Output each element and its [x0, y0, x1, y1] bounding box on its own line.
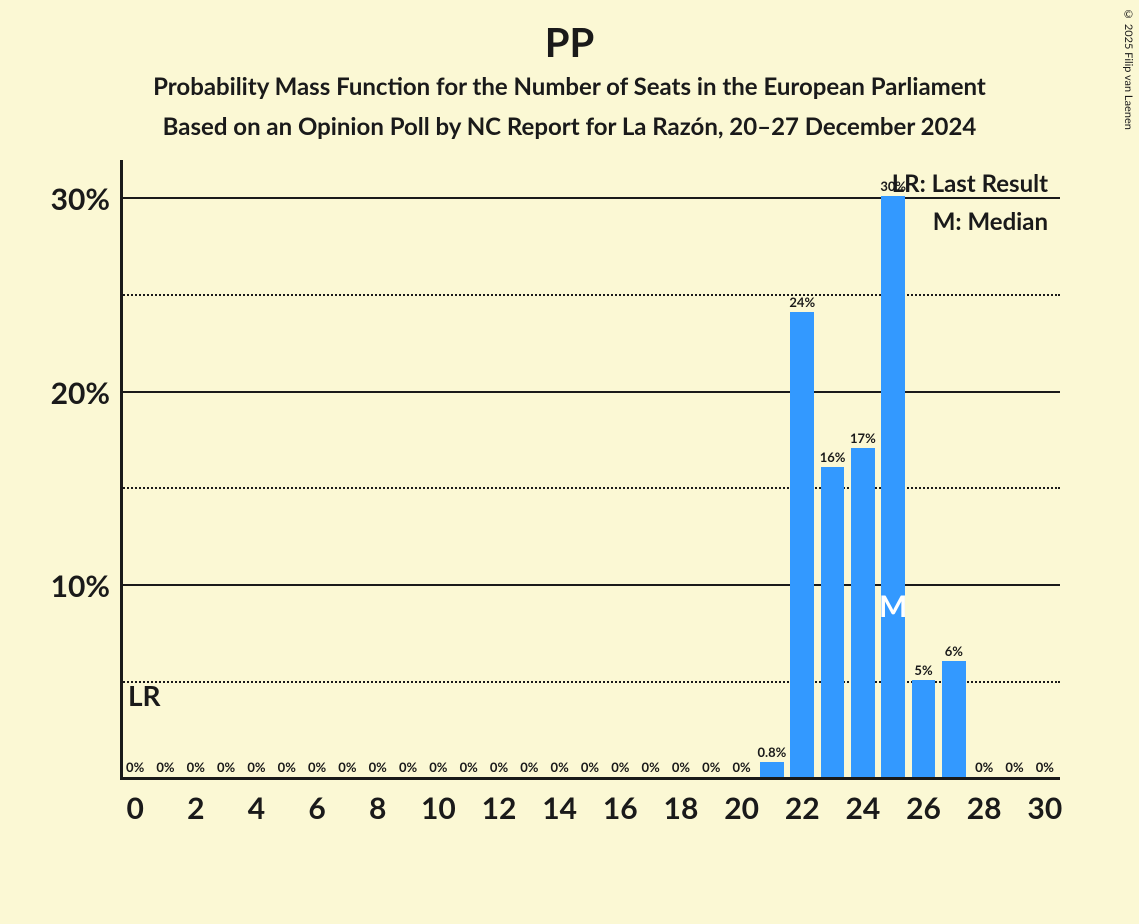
- bar-value-label: 17%: [850, 430, 876, 446]
- x-tick-label: 14: [542, 790, 577, 826]
- x-tick-label: 10: [421, 790, 456, 826]
- bar-value-label: 0%: [490, 759, 508, 775]
- bar-value-label: 0%: [581, 759, 599, 775]
- copyright-text: © 2025 Filip van Laenen: [1122, 8, 1135, 130]
- bar-value-label: 0%: [369, 759, 387, 775]
- x-tick-label: 8: [369, 790, 386, 826]
- bar-value-label: 24%: [789, 294, 815, 310]
- bar-value-label: 0.8%: [758, 744, 787, 760]
- x-tick-label: 12: [482, 790, 517, 826]
- bar-value-label: 0%: [278, 759, 296, 775]
- bar-value-label: 0%: [399, 759, 417, 775]
- bar-value-label: 0%: [975, 759, 993, 775]
- bar: 6%: [942, 661, 966, 777]
- bar: 0.8%: [760, 762, 784, 778]
- x-tick-label: 6: [308, 790, 325, 826]
- x-tick-label: 16: [603, 790, 638, 826]
- y-tick-label: 30%: [51, 181, 110, 217]
- bar-value-label: 0%: [1005, 759, 1023, 775]
- bar-value-label: 0%: [308, 759, 326, 775]
- bar-value-label: 0%: [520, 759, 538, 775]
- legend: LR: Last ResultM: Median: [892, 165, 1048, 242]
- bar-value-label: 0%: [338, 759, 356, 775]
- x-tick-label: 18: [664, 790, 699, 826]
- legend-lr: LR: Last Result: [892, 165, 1048, 203]
- bar-value-label: 0%: [429, 759, 447, 775]
- x-tick-label: 2: [187, 790, 204, 826]
- bar-value-label: 0%: [126, 759, 144, 775]
- bar-value-label: 0%: [611, 759, 629, 775]
- x-tick-label: 28: [967, 790, 1002, 826]
- x-axis: [120, 777, 1060, 780]
- bar-value-label: 0%: [672, 759, 690, 775]
- chart-title: PP: [0, 18, 1139, 66]
- y-axis: [120, 160, 123, 780]
- chart-plot-area: 10%20%30%0246810121416182022242628300%0%…: [120, 160, 1060, 780]
- lr-marker: LR: [128, 678, 161, 712]
- x-tick-label: 30: [1027, 790, 1062, 826]
- x-tick-label: 0: [126, 790, 143, 826]
- x-tick-label: 24: [845, 790, 880, 826]
- chart-subtitle-2: Based on an Opinion Poll by NC Report fo…: [0, 112, 1139, 141]
- x-tick-label: 4: [248, 790, 265, 826]
- bar: 5%: [912, 680, 936, 777]
- legend-median: M: Median: [892, 203, 1048, 241]
- x-tick-label: 26: [906, 790, 941, 826]
- bar-value-label: 0%: [247, 759, 265, 775]
- bar-value-label: 0%: [732, 759, 750, 775]
- bar-value-label: 0%: [1036, 759, 1054, 775]
- bar-value-label: 5%: [914, 662, 932, 678]
- x-tick-label: 20: [724, 790, 759, 826]
- bar: 24%: [790, 312, 814, 777]
- gridline-minor: [120, 294, 1060, 296]
- gridline-minor: [120, 487, 1060, 489]
- chart-subtitle-1: Probability Mass Function for the Number…: [0, 72, 1139, 101]
- bar-value-label: 0%: [217, 759, 235, 775]
- bar-value-label: 0%: [551, 759, 569, 775]
- bar-value-label: 0%: [702, 759, 720, 775]
- bar: 17%: [851, 448, 875, 777]
- y-tick-label: 10%: [51, 568, 110, 604]
- median-marker: M: [879, 588, 907, 624]
- bar: 30%: [881, 196, 905, 777]
- gridline-major: [120, 391, 1060, 393]
- bar-value-label: 16%: [820, 449, 846, 465]
- bar-value-label: 6%: [945, 643, 963, 659]
- bar: 16%: [821, 467, 845, 777]
- bar-value-label: 0%: [187, 759, 205, 775]
- bar-value-label: 0%: [156, 759, 174, 775]
- bar-value-label: 0%: [460, 759, 478, 775]
- gridline-major: [120, 584, 1060, 586]
- bar-value-label: 0%: [642, 759, 660, 775]
- y-tick-label: 20%: [51, 375, 110, 411]
- x-tick-label: 22: [785, 790, 820, 826]
